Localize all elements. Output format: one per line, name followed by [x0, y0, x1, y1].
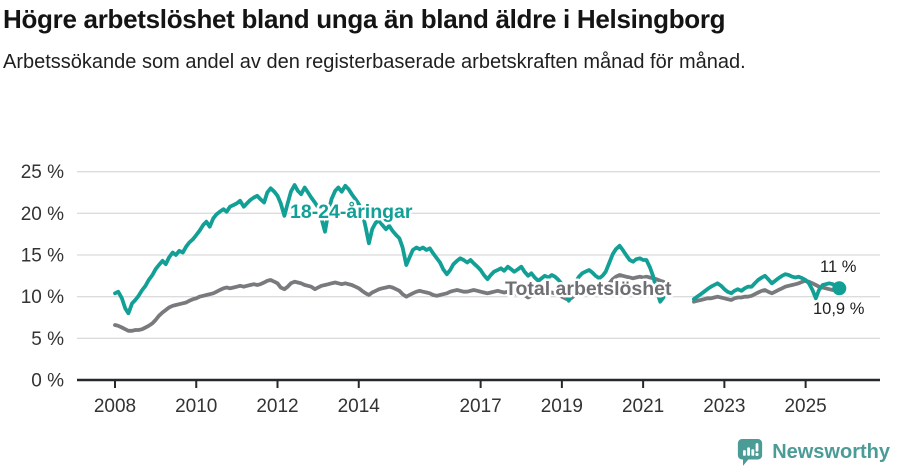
- y-tick-label: 20 %: [21, 204, 64, 225]
- x-tick-label: 2008: [94, 396, 136, 417]
- x-tick-label: 2023: [703, 396, 745, 417]
- y-tick-label: 25 %: [21, 162, 64, 183]
- y-tick-label: 0 %: [31, 371, 64, 392]
- newsworthy-logo: Newsworthy: [736, 437, 890, 468]
- series-lines: [113, 183, 842, 333]
- x-tick-label: 2012: [256, 396, 298, 417]
- y-tick-label: 15 %: [21, 246, 64, 267]
- x-tick-label: 2010: [175, 396, 217, 417]
- page-title: Högre arbetslöshet bland unga än bland ä…: [3, 4, 726, 34]
- series-label-total: Total arbetslöshet: [505, 278, 672, 300]
- x-tick-label: 2017: [459, 396, 501, 417]
- y-tick-label: 10 %: [21, 287, 64, 308]
- y-tick-label: 5 %: [31, 329, 64, 350]
- x-tick-label: 2025: [784, 396, 826, 417]
- chart-header: Högre arbetslöshet bland unga än bland ä…: [3, 4, 897, 77]
- series-line-youth: [692, 272, 842, 302]
- end-value-label-total: 10,9 %: [813, 300, 865, 318]
- x-tick-label: 2021: [622, 396, 664, 417]
- x-tick-label: 2014: [338, 396, 381, 417]
- series-end-dot: [832, 281, 847, 296]
- x-axis: 2008 2010 2012 2014 2017 2019 2021 2023 2025: [77, 378, 880, 417]
- series-line-total: [692, 278, 842, 304]
- newsworthy-icon: [738, 438, 763, 466]
- x-tick-label: 2019: [541, 396, 583, 417]
- series-line-youth: [113, 183, 666, 316]
- chart-subtitle: Arbetssökande som andel av den registerb…: [3, 51, 746, 74]
- newsworthy-wordmark: Newsworthy: [772, 441, 890, 463]
- series-label-youth: 18-24-åringar: [290, 200, 413, 223]
- end-value-label-youth: 11 %: [820, 258, 857, 276]
